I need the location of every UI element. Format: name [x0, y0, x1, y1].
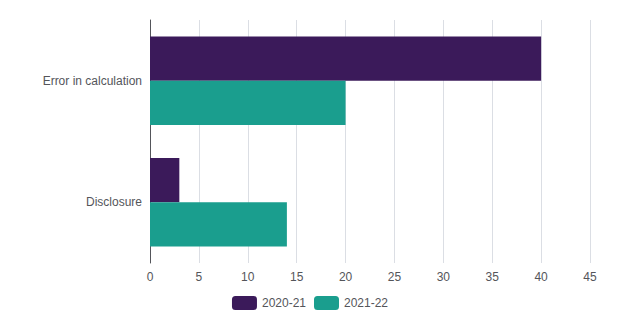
- svg-text:5: 5: [196, 270, 203, 284]
- svg-text:30: 30: [437, 270, 451, 284]
- svg-text:35: 35: [486, 270, 500, 284]
- svg-text:15: 15: [290, 270, 304, 284]
- svg-text:45: 45: [583, 270, 597, 284]
- svg-text:0: 0: [147, 270, 154, 284]
- svg-text:40: 40: [534, 270, 548, 284]
- svg-text:Disclosure: Disclosure: [86, 195, 142, 209]
- svg-text:2020-21: 2020-21: [262, 296, 306, 310]
- svg-text:20: 20: [339, 270, 353, 284]
- svg-text:10: 10: [241, 270, 255, 284]
- svg-text:25: 25: [388, 270, 402, 284]
- svg-text:2021-22: 2021-22: [344, 296, 388, 310]
- svg-text:Error in calculation: Error in calculation: [43, 74, 142, 88]
